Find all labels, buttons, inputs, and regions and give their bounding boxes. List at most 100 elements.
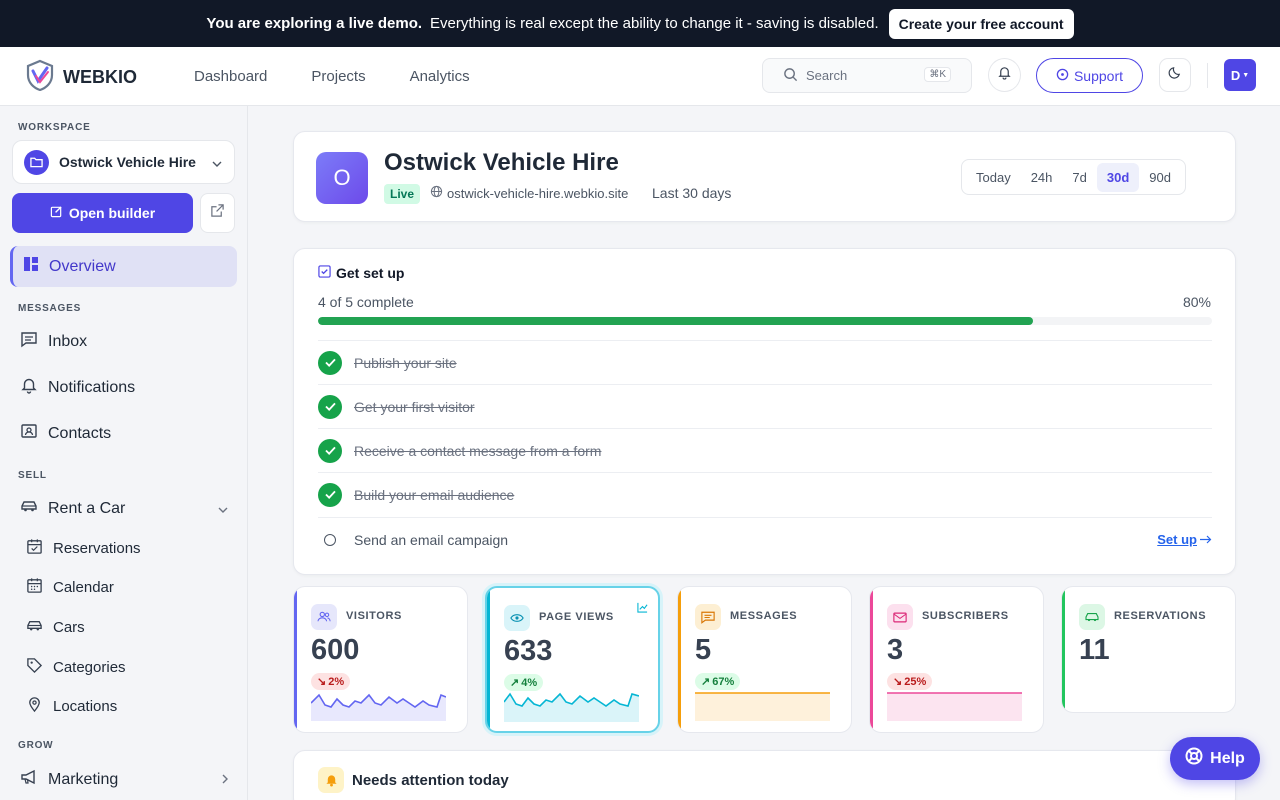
brand-logo[interactable]: WEBKIO [25,59,137,96]
sidebar-item-cars[interactable]: Cars [26,617,85,638]
chevron-down-icon [212,154,222,170]
check-circle-icon [318,438,342,463]
task-label: Publish your site [354,354,457,371]
bell-icon [318,767,344,793]
car-icon [26,617,43,638]
main-nav: Dashboard Projects Analytics [194,47,470,105]
sidebar-item-reservations[interactable]: Reservations [26,538,141,559]
task-label: Send an email campaign [354,531,509,548]
task-item[interactable]: Receive a contact message from a form [318,428,1212,472]
task-item[interactable]: Get your first visitor [318,384,1212,428]
empty-circle-icon [318,528,342,552]
range-today[interactable]: Today [976,169,1011,185]
help-button[interactable]: Help [1170,737,1260,780]
bell-icon [20,376,38,399]
locations-label: Locations [53,698,118,715]
sparkline-chart [887,692,1022,721]
message-icon [695,604,721,630]
set-up-link[interactable]: Set up [1157,532,1212,547]
range-24h[interactable]: 24h [1030,169,1053,185]
support-button[interactable]: Support [1036,58,1143,93]
range-90d[interactable]: 90d [1149,169,1171,185]
map-pin-icon [26,696,43,717]
stat-card-messages[interactable]: MESSAGES 5 ↗ 67% [677,586,852,733]
car-icon [1079,604,1105,630]
stat-value: 11 [1079,634,1110,666]
range-7d[interactable]: 7d [1072,169,1087,185]
bell-icon [997,65,1012,85]
sidebar-item-overview[interactable]: Overview [10,246,237,287]
attention-card: Needs attention today [293,750,1236,800]
arrow-up-right-icon: ↗ [701,676,711,688]
stat-label: RESERVATIONS [1114,610,1207,622]
change-badge: ↘ 2% [311,673,351,690]
search-box[interactable]: Search ⌘K [762,58,972,93]
open-builder-button[interactable]: Open builder [12,193,193,233]
arrow-up-right-icon: ↗ [510,677,520,689]
calendar-check-icon [26,538,43,559]
search-placeholder: Search [806,68,848,83]
checklist-icon [318,265,331,281]
open-site-external-button[interactable] [200,193,235,233]
sidebar-item-locations[interactable]: Locations [26,696,117,717]
banner-lead: You are exploring a live demo. [206,15,423,32]
avatar-initial: D [1230,67,1241,83]
sidebar-item-calendar[interactable]: Calendar [26,577,114,598]
contact-card-icon [20,422,38,445]
sparkline-chart [311,693,446,721]
stat-card-subscribers[interactable]: SUBSCRIBERS 3 ↘ 25% [869,586,1044,733]
progress-bar [318,317,1212,325]
change-value: 67% [712,675,735,688]
banner-text: Everything is real except the ability to… [430,15,879,32]
chat-icon [1056,68,1069,84]
sidebar-item-inbox[interactable]: Inbox [20,330,87,353]
sidebar-item-rent-a-car[interactable]: Rent a Car [20,497,228,520]
sidebar-item-notifications[interactable]: Notifications [20,376,135,399]
accent-bar [487,588,490,731]
sell-heading: SELL [18,470,47,481]
change-badge: ↗ 4% [504,674,544,691]
task-item[interactable]: Publish your site [318,340,1212,384]
brand-name: WEBKIO [63,67,137,87]
setup-title-text: Get set up [336,265,405,281]
users-icon [311,604,337,630]
user-avatar-button[interactable]: D ▼ [1224,59,1256,91]
site-domain-link[interactable]: ostwick-vehicle-hire.webkio.site [430,185,628,201]
shield-logo-icon [25,59,55,96]
search-shortcut: ⌘K [924,67,951,82]
theme-toggle-button[interactable] [1159,58,1191,92]
task-item[interactable]: Build your email audience [318,472,1212,516]
status-badge: Live [384,184,421,204]
stat-value: 5 [695,634,712,666]
nav-analytics[interactable]: Analytics [409,67,470,85]
stat-card-visitors[interactable]: VISITORS 600 ↘ 2% [293,586,468,733]
trend-chart-icon[interactable] [637,600,648,618]
create-account-button[interactable]: Create your free account [888,8,1074,39]
accent-bar [870,587,873,732]
period-label: Last 30 days [652,185,732,201]
help-label: Help [1210,749,1245,767]
sidebar-item-marketing[interactable]: Marketing [20,768,228,791]
top-navigation: WEBKIO Dashboard Projects Analytics Sear… [0,47,1280,106]
accent-bar [294,587,297,732]
nav-dashboard[interactable]: Dashboard [194,67,268,85]
sidebar-item-categories[interactable]: Categories [26,657,126,678]
edit-icon [50,205,63,221]
workspace-switcher[interactable]: Ostwick Vehicle Hire [12,140,235,184]
messages-heading: MESSAGES [18,303,82,314]
chevron-down-icon [218,500,228,518]
stat-card-page-views[interactable]: PAGE VIEWS 633 ↗ 4% [485,586,660,733]
sidebar-item-contacts[interactable]: Contacts [20,422,111,445]
eye-icon [504,605,530,631]
notifications-button[interactable] [988,58,1021,92]
stat-card-reservations[interactable]: RESERVATIONS 11 [1061,586,1236,713]
search-icon [783,67,798,85]
folder-icon [24,149,49,175]
range-30d[interactable]: 30d [1096,162,1140,192]
rent-a-car-label: Rent a Car [48,499,126,517]
change-badge: ↘ 25% [887,673,933,690]
cars-label: Cars [53,619,85,636]
nav-projects[interactable]: Projects [311,67,366,85]
site-avatar: O [316,152,368,204]
task-item[interactable]: Send an email campaign Set up [318,517,1212,561]
